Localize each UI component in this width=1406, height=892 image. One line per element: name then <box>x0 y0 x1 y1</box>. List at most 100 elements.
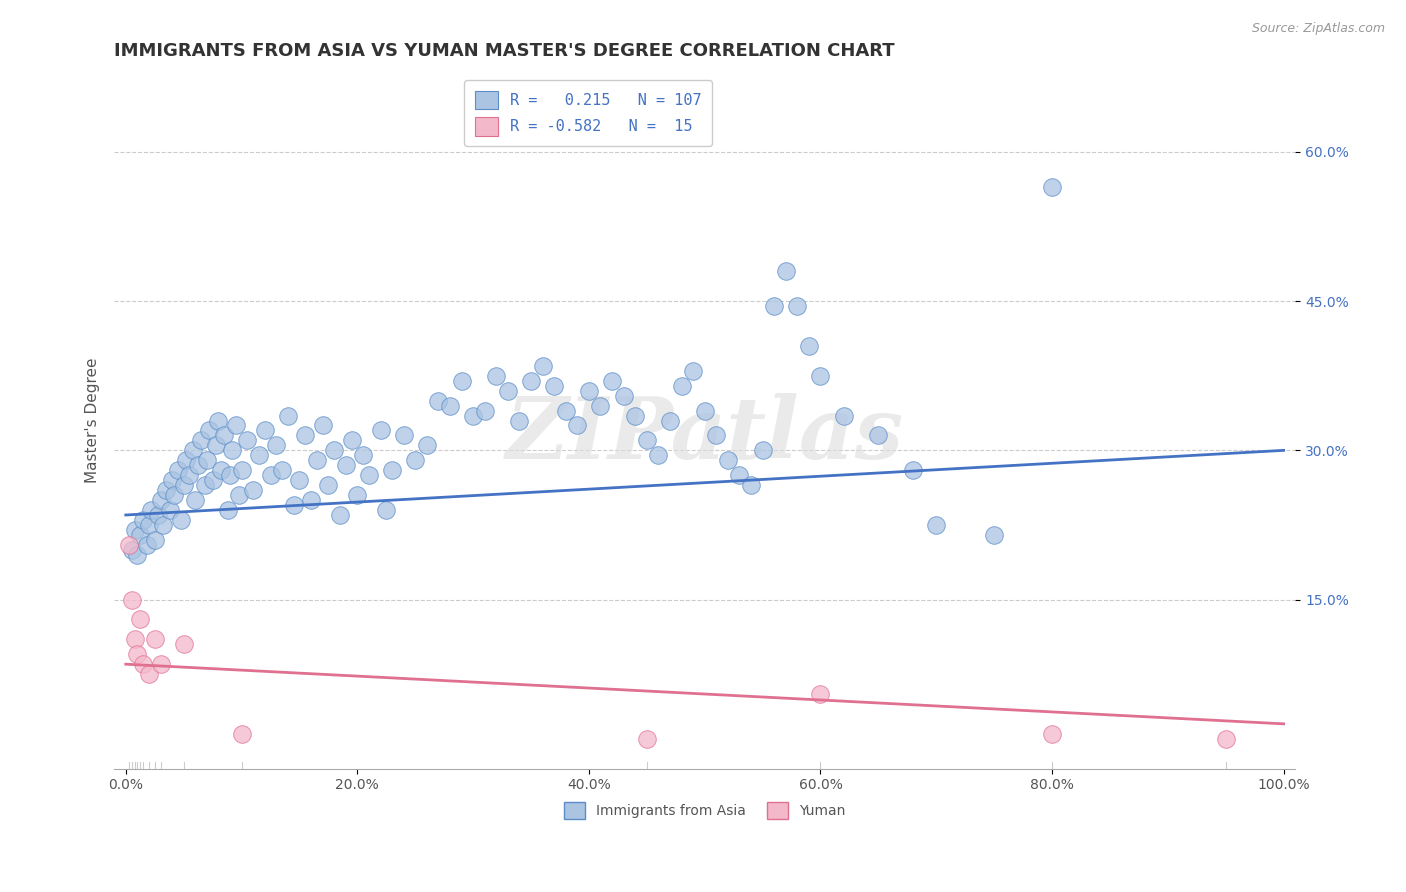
Point <box>143 533 166 547</box>
Point <box>346 488 368 502</box>
Point <box>184 493 207 508</box>
Point <box>198 424 221 438</box>
Point <box>832 409 855 423</box>
Point <box>231 727 253 741</box>
Point <box>496 384 519 398</box>
Point <box>152 518 174 533</box>
Point <box>357 468 380 483</box>
Point <box>149 493 172 508</box>
Point <box>554 403 576 417</box>
Point <box>983 528 1005 542</box>
Point <box>427 393 450 408</box>
Point <box>294 428 316 442</box>
Point <box>693 403 716 417</box>
Point <box>190 434 212 448</box>
Point <box>167 463 190 477</box>
Point <box>231 463 253 477</box>
Point <box>288 473 311 487</box>
Text: ZIPatlas: ZIPatlas <box>506 392 904 476</box>
Point <box>375 503 398 517</box>
Point <box>797 339 820 353</box>
Text: IMMIGRANTS FROM ASIA VS YUMAN MASTER'S DEGREE CORRELATION CHART: IMMIGRANTS FROM ASIA VS YUMAN MASTER'S D… <box>114 42 894 60</box>
Point <box>636 731 658 746</box>
Point <box>132 657 155 672</box>
Point <box>201 473 224 487</box>
Point <box>613 389 636 403</box>
Point <box>340 434 363 448</box>
Point <box>392 428 415 442</box>
Point <box>181 443 204 458</box>
Point <box>121 592 143 607</box>
Point <box>786 299 808 313</box>
Point <box>219 468 242 483</box>
Point <box>247 448 270 462</box>
Point <box>148 508 170 522</box>
Point <box>228 488 250 502</box>
Point <box>173 478 195 492</box>
Point <box>266 438 288 452</box>
Point <box>636 434 658 448</box>
Point <box>682 364 704 378</box>
Point <box>751 443 773 458</box>
Point <box>174 453 197 467</box>
Point <box>578 384 600 398</box>
Point <box>159 503 181 517</box>
Point <box>717 453 740 467</box>
Point <box>299 493 322 508</box>
Point <box>135 538 157 552</box>
Point <box>209 463 232 477</box>
Point <box>217 503 239 517</box>
Point <box>271 463 294 477</box>
Point <box>127 647 149 661</box>
Point <box>128 528 150 542</box>
Point <box>305 453 328 467</box>
Point <box>589 399 612 413</box>
Point <box>160 473 183 487</box>
Point <box>127 548 149 562</box>
Point <box>474 403 496 417</box>
Point <box>253 424 276 438</box>
Point <box>740 478 762 492</box>
Point <box>138 667 160 681</box>
Point <box>193 478 215 492</box>
Point <box>1040 179 1063 194</box>
Point <box>187 458 209 473</box>
Point <box>463 409 485 423</box>
Point <box>485 368 508 383</box>
Point <box>179 468 201 483</box>
Point <box>567 418 589 433</box>
Point <box>439 399 461 413</box>
Point <box>381 463 404 477</box>
Point <box>236 434 259 448</box>
Point <box>318 478 340 492</box>
Point <box>173 637 195 651</box>
Point <box>163 488 186 502</box>
Point <box>121 542 143 557</box>
Point <box>1215 731 1237 746</box>
Point <box>124 523 146 537</box>
Point <box>370 424 392 438</box>
Point <box>212 428 235 442</box>
Point <box>132 513 155 527</box>
Point <box>118 538 141 552</box>
Point <box>283 498 305 512</box>
Point <box>728 468 751 483</box>
Point <box>225 418 247 433</box>
Point <box>143 632 166 647</box>
Point <box>810 368 832 383</box>
Point <box>543 378 565 392</box>
Point <box>704 428 727 442</box>
Point <box>659 413 682 427</box>
Point <box>195 453 218 467</box>
Point <box>170 513 193 527</box>
Point <box>810 687 832 701</box>
Point <box>600 374 623 388</box>
Y-axis label: Master's Degree: Master's Degree <box>86 358 100 483</box>
Point <box>1040 727 1063 741</box>
Point <box>329 508 352 522</box>
Point <box>149 657 172 672</box>
Point <box>508 413 530 427</box>
Point <box>242 483 264 497</box>
Point <box>141 503 163 517</box>
Point <box>901 463 924 477</box>
